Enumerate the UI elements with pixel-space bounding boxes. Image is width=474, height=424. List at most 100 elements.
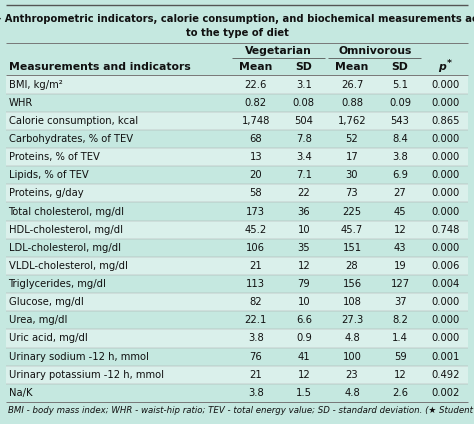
Text: 58: 58 [249, 188, 262, 198]
Text: Proteins, % of TEV: Proteins, % of TEV [9, 152, 100, 162]
Text: 12: 12 [298, 261, 310, 271]
Text: 0.9: 0.9 [296, 333, 312, 343]
Text: Na/K: Na/K [9, 388, 32, 398]
Text: 27: 27 [394, 188, 407, 198]
Text: 19: 19 [394, 261, 407, 271]
Text: 0.000: 0.000 [431, 206, 460, 217]
Text: 8.4: 8.4 [392, 134, 408, 144]
Text: 1,748: 1,748 [242, 116, 270, 126]
Text: 35: 35 [298, 243, 310, 253]
Text: 0.748: 0.748 [431, 225, 460, 234]
Text: 1,762: 1,762 [337, 116, 366, 126]
Text: 0.000: 0.000 [431, 80, 460, 89]
Text: Urea, mg/dl: Urea, mg/dl [9, 315, 67, 325]
Text: 26.7: 26.7 [341, 80, 363, 89]
Text: 0.865: 0.865 [431, 116, 460, 126]
Text: 20: 20 [249, 170, 262, 180]
Text: 52: 52 [346, 134, 358, 144]
Text: 43: 43 [394, 243, 406, 253]
Text: 7.1: 7.1 [296, 170, 312, 180]
Text: 73: 73 [346, 188, 358, 198]
Text: Triglycerides, mg/dl: Triglycerides, mg/dl [9, 279, 106, 289]
Text: 225: 225 [342, 206, 362, 217]
Text: Glucose, mg/dl: Glucose, mg/dl [9, 297, 83, 307]
Text: Carbohydrates, % of TEV: Carbohydrates, % of TEV [9, 134, 133, 144]
Text: 3.8: 3.8 [248, 333, 264, 343]
Text: 6.6: 6.6 [296, 315, 312, 325]
Text: 79: 79 [298, 279, 310, 289]
Text: Uric acid, mg/dl: Uric acid, mg/dl [9, 333, 87, 343]
Text: 543: 543 [391, 116, 410, 126]
Text: 22: 22 [298, 188, 310, 198]
Bar [6, 112, 468, 130]
Text: 0.000: 0.000 [431, 134, 460, 144]
Text: 68: 68 [249, 134, 262, 144]
Text: Omnivorous: Omnivorous [338, 46, 411, 56]
Text: HDL-cholesterol, mg/dl: HDL-cholesterol, mg/dl [9, 225, 123, 234]
Text: 27.3: 27.3 [341, 315, 363, 325]
Text: 0.09: 0.09 [389, 98, 411, 108]
Text: 0.000: 0.000 [431, 152, 460, 162]
Bar [6, 184, 468, 202]
Text: 10: 10 [298, 225, 310, 234]
Text: 3.8: 3.8 [392, 152, 408, 162]
Text: 113: 113 [246, 279, 265, 289]
Text: 12: 12 [298, 370, 310, 380]
Text: Mean: Mean [239, 62, 273, 73]
Text: p: p [438, 62, 446, 73]
Text: 12: 12 [394, 225, 407, 234]
Text: 5.1: 5.1 [392, 80, 408, 89]
Text: BMI, kg/m²: BMI, kg/m² [9, 80, 62, 89]
Text: 12: 12 [394, 370, 407, 380]
Text: LDL-cholesterol, mg/dl: LDL-cholesterol, mg/dl [9, 243, 120, 253]
Text: 21: 21 [249, 370, 262, 380]
Bar [6, 257, 468, 275]
Text: 0.08: 0.08 [293, 98, 315, 108]
Text: 0.004: 0.004 [431, 279, 460, 289]
Bar [6, 311, 468, 329]
Text: 8.2: 8.2 [392, 315, 408, 325]
Text: 0.000: 0.000 [431, 98, 460, 108]
Text: 106: 106 [246, 243, 265, 253]
Text: 30: 30 [346, 170, 358, 180]
Bar [6, 348, 468, 365]
Text: 3.4: 3.4 [296, 152, 312, 162]
Text: 100: 100 [343, 351, 361, 362]
Text: Table 1 - Anthropometric indicators, calorie consumption, and biochemical measur: Table 1 - Anthropometric indicators, cal… [0, 14, 474, 24]
Bar [6, 365, 468, 384]
Text: 156: 156 [342, 279, 362, 289]
Bar [6, 5, 468, 43]
Bar [6, 75, 468, 94]
Bar [6, 275, 468, 293]
Text: 17: 17 [346, 152, 358, 162]
Bar [6, 202, 468, 220]
Text: WHR: WHR [9, 98, 33, 108]
Text: Calorie consumption, kcal: Calorie consumption, kcal [9, 116, 137, 126]
Bar [6, 166, 468, 184]
Text: 108: 108 [343, 297, 361, 307]
Text: 0.001: 0.001 [431, 351, 460, 362]
Text: 0.000: 0.000 [431, 170, 460, 180]
Text: 45.7: 45.7 [341, 225, 363, 234]
Text: Measurements and indicators: Measurements and indicators [9, 62, 190, 73]
Text: 0.006: 0.006 [431, 261, 460, 271]
Text: BMI - body mass index; WHR - waist-hip ratio; TEV - total energy value; SD - sta: BMI - body mass index; WHR - waist-hip r… [8, 406, 474, 416]
Text: 1.4: 1.4 [392, 333, 408, 343]
Text: 22.6: 22.6 [245, 80, 267, 89]
Text: *: * [447, 59, 452, 68]
Text: 59: 59 [394, 351, 407, 362]
Text: SD: SD [295, 62, 312, 73]
Bar [6, 130, 468, 148]
Text: to the type of diet: to the type of diet [185, 28, 289, 38]
Bar [6, 329, 468, 348]
Text: 6.9: 6.9 [392, 170, 408, 180]
Bar [6, 384, 468, 402]
Bar [6, 402, 468, 420]
Text: 0.492: 0.492 [431, 370, 460, 380]
Text: 36: 36 [298, 206, 310, 217]
Text: 0.000: 0.000 [431, 333, 460, 343]
Text: Total cholesterol, mg/dl: Total cholesterol, mg/dl [9, 206, 125, 217]
Text: 4.8: 4.8 [344, 388, 360, 398]
Text: 21: 21 [249, 261, 262, 271]
Text: 3.8: 3.8 [248, 388, 264, 398]
